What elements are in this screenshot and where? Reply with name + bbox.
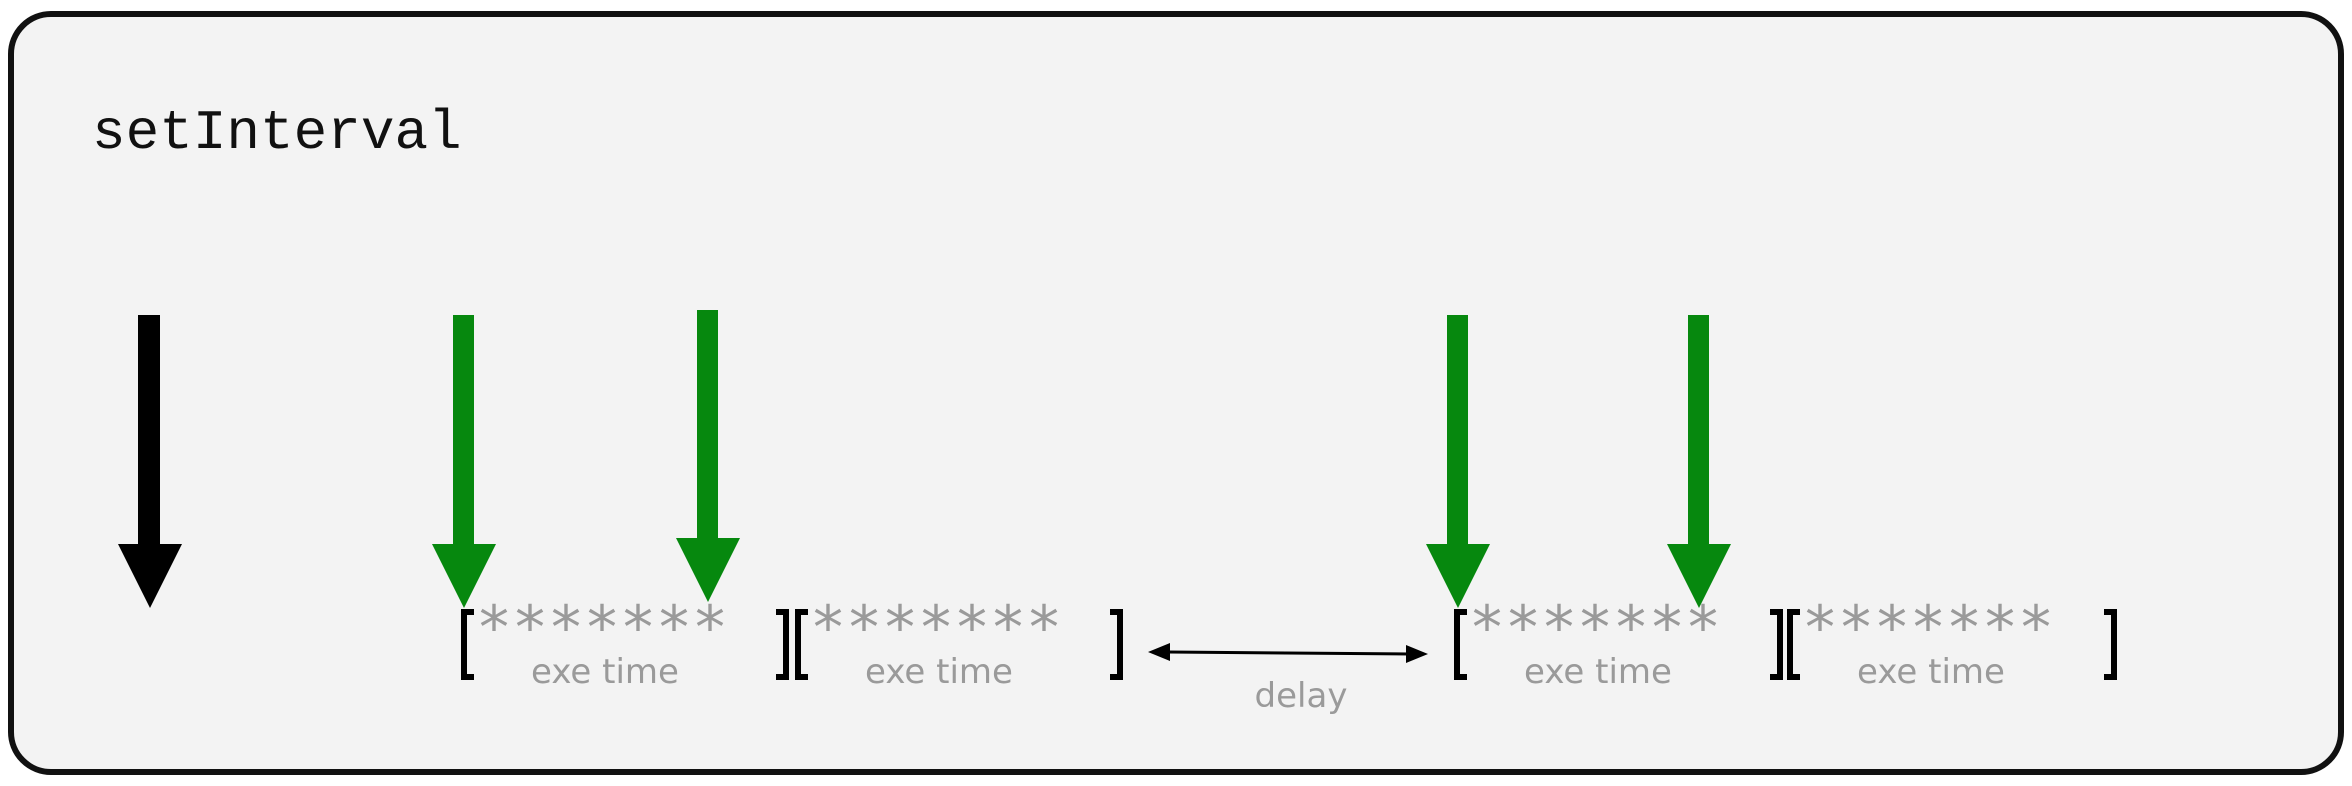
open-bracket [1454, 609, 1467, 680]
call-arrow [118, 315, 182, 608]
tick-arrow-2 [676, 310, 740, 602]
open-bracket [795, 609, 808, 680]
delay-arrow: delay [1148, 643, 1428, 716]
call-arrow-shaft [138, 315, 160, 547]
tick-arrow-head [1426, 544, 1490, 608]
delay-arrow-right-head [1406, 645, 1428, 663]
stars: ******* [813, 593, 1065, 663]
exe-block-4: ******* exe time [1787, 593, 2117, 692]
delay-arrow-line [1167, 650, 1411, 656]
panel [8, 11, 2344, 775]
tick-arrow-1 [432, 315, 496, 608]
close-bracket [776, 609, 789, 680]
tick-arrow-3 [1426, 315, 1490, 608]
open-bracket [1787, 609, 1800, 680]
tick-arrow-shaft [1447, 315, 1468, 547]
tick-arrow-head [432, 544, 496, 608]
tick-arrow-shaft [697, 310, 718, 540]
tick-arrow-shaft [453, 315, 474, 547]
exe-time-label: exe time [531, 652, 679, 692]
open-bracket [461, 609, 474, 680]
delay-arrow-left-head [1148, 643, 1170, 661]
tick-arrow-head [676, 538, 740, 602]
exe-block-3: ******* exe time [1454, 593, 1783, 692]
exe-time-label: exe time [1857, 652, 2005, 692]
tick-arrow-shaft [1688, 315, 1709, 547]
call-arrow-head [118, 544, 182, 608]
page-title: setInterval [92, 101, 462, 165]
exe-block-1: ******* exe time [461, 593, 789, 692]
exe-time-label: exe time [1524, 652, 1672, 692]
stars: ******* [479, 593, 731, 663]
close-bracket [1110, 609, 1123, 680]
close-bracket [1770, 609, 1783, 680]
exe-block-2: ******* exe time [795, 593, 1123, 692]
tick-arrow-4 [1667, 315, 1731, 608]
stars: ******* [1805, 593, 2057, 663]
exe-time-label: exe time [865, 652, 1013, 692]
close-bracket [2104, 609, 2117, 680]
delay-label: delay [1255, 676, 1348, 716]
tick-arrow-head [1667, 544, 1731, 608]
stars: ******* [1472, 593, 1724, 663]
